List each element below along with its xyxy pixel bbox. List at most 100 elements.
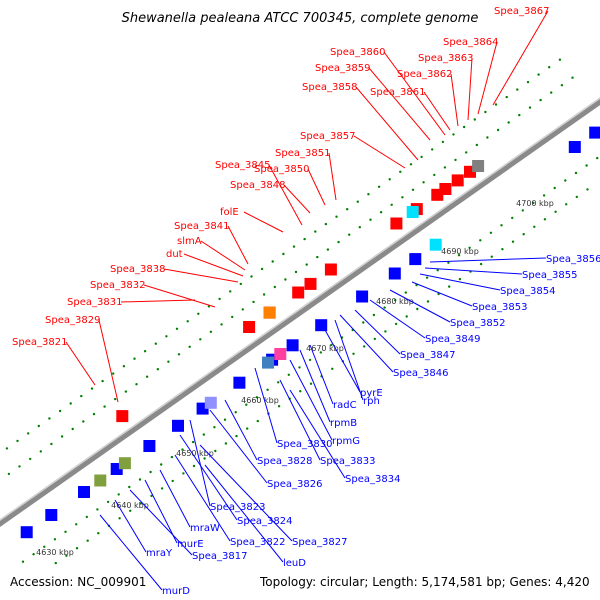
track-dot [358, 226, 361, 229]
track-dot [103, 405, 106, 408]
reverse-gene-label: Spea_3824 [237, 516, 292, 527]
track-dot [298, 366, 301, 369]
track-dot [496, 128, 500, 132]
leader-line [189, 419, 211, 507]
track-dot [305, 263, 308, 266]
track-dot [462, 125, 466, 129]
track-dot [331, 367, 334, 370]
track-dot [571, 76, 574, 79]
track-dot [585, 164, 588, 167]
forward-gene [324, 263, 337, 276]
track-dot [69, 402, 72, 405]
track-dot [101, 379, 104, 383]
leader-line [328, 152, 337, 201]
reverse-gene [262, 356, 274, 369]
genome-title: Shewanella pealeana ATCC 700345, complet… [122, 11, 479, 26]
track-dot [143, 350, 147, 353]
track-dot [326, 248, 330, 251]
gene-features [20, 126, 600, 539]
forward-gene-label: Spea_3851 [275, 148, 330, 159]
track-dot [245, 403, 248, 406]
forward-gene-label: Spea_3859 [315, 63, 370, 74]
leader-line [369, 299, 426, 339]
track-dot [468, 246, 471, 249]
track-dot [188, 345, 191, 348]
track-dot [75, 523, 78, 526]
track-dot [564, 179, 567, 182]
leader-line [179, 434, 238, 521]
kbp-tick-label: 4630 kbp [36, 548, 74, 557]
track-dot [39, 450, 42, 453]
reverse-gene-label: Spea_3849 [425, 334, 480, 345]
track-dot [348, 233, 351, 236]
reverse-gene-label: Spea_3854 [500, 286, 555, 297]
track-dot [356, 200, 359, 203]
reverse-gene [568, 141, 581, 153]
reverse-gene-label: Spea_3828 [257, 456, 312, 467]
track-dot [186, 320, 189, 323]
track-dot [542, 194, 546, 197]
reverse-gene-label: Spea_3846 [393, 368, 448, 379]
track-dot [308, 358, 312, 362]
leader-line [143, 284, 216, 308]
track-dot [377, 185, 381, 188]
leader-line [389, 289, 451, 323]
track-dot [135, 383, 138, 386]
track-dot [457, 254, 461, 257]
forward-gene-label: Spea_3841 [174, 221, 229, 232]
reverse-gene [274, 348, 287, 360]
track-dot [182, 472, 185, 475]
reverse-gene [315, 319, 328, 332]
track-dot [86, 539, 89, 542]
track-dot [150, 494, 153, 498]
track-dot [560, 84, 564, 87]
track-dot [586, 188, 589, 191]
track-dot [405, 315, 408, 318]
leader-line [429, 257, 547, 263]
leader-line [339, 314, 394, 373]
track-dot [145, 375, 149, 378]
label-leader-lines [65, 10, 549, 591]
reverse-gene [204, 396, 217, 409]
track-dot [522, 233, 525, 236]
track-dot [319, 351, 322, 354]
track-dot [75, 547, 79, 550]
track-dot [203, 457, 206, 460]
track-dot [550, 91, 553, 94]
leader-line [204, 464, 284, 563]
track-dot [209, 330, 213, 333]
track-dot [441, 140, 445, 144]
leader-line [227, 225, 249, 265]
track-dot [548, 66, 551, 69]
track-dot [454, 158, 457, 162]
track-dot [154, 342, 157, 345]
forward-gene-label: Spea_3858 [302, 82, 357, 93]
track-dot [554, 210, 557, 213]
leader-line [243, 211, 284, 233]
track-dot [362, 321, 365, 324]
track-dot [447, 261, 450, 264]
kbp-tick-label: 4640 kbp [111, 501, 149, 510]
track-dot [294, 270, 298, 274]
track-dot [426, 300, 430, 303]
forward-gene-label: Spea_3861 [370, 87, 425, 98]
track-dot [64, 530, 67, 533]
track-dot [574, 171, 578, 175]
leader-line [283, 184, 311, 214]
forward-gene-label: Spea_3867 [494, 6, 549, 17]
forward-gene [451, 174, 464, 187]
leader-line [183, 253, 244, 277]
reverse-gene-label: mraW [190, 523, 220, 534]
track-dot [139, 502, 142, 505]
reverse-gene-label: pyrE [360, 388, 383, 399]
track-dot [167, 360, 170, 363]
track-dot [255, 396, 259, 399]
track-dot [335, 215, 338, 218]
leader-line [423, 91, 451, 131]
reverse-gene-label: murD [162, 586, 190, 597]
track-dot [260, 267, 264, 271]
reverse-gene-label: Spea_3833 [320, 456, 375, 467]
forward-gene-label: Spea_3850 [254, 164, 309, 175]
track-dot [465, 151, 468, 154]
